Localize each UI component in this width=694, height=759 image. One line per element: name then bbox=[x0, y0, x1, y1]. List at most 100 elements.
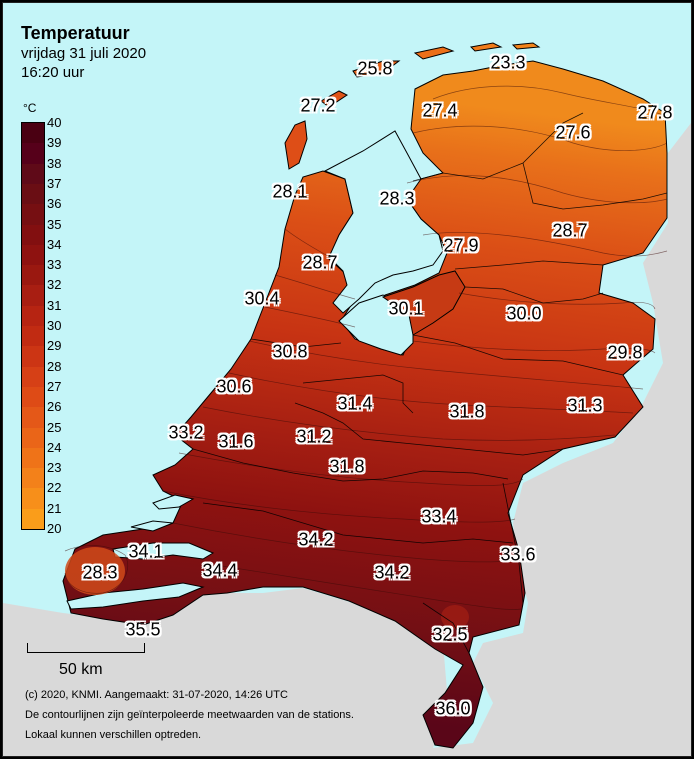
station-value-s-31-8a: 31.8 bbox=[449, 401, 485, 422]
island-texel bbox=[284, 120, 308, 170]
legend-tick-label: 33 bbox=[47, 257, 62, 273]
flevoland bbox=[381, 270, 466, 336]
station-value-s-28-1: 28.1 bbox=[272, 181, 308, 202]
legend-color-cell bbox=[22, 407, 44, 428]
scale-bar-label: 50 km bbox=[59, 661, 103, 678]
legend-color-cell bbox=[22, 265, 44, 286]
island-vlieland bbox=[320, 90, 348, 108]
legend-tick-label: 29 bbox=[47, 338, 62, 354]
station-value-s-27-2: 27.2 bbox=[300, 95, 336, 116]
station-value-s-34-2b: 34.2 bbox=[374, 562, 410, 583]
station-value-s-27-4: 27.4 bbox=[422, 100, 458, 121]
legend-tick-label: 22 bbox=[47, 480, 62, 496]
map-time: 16:20 uur bbox=[21, 64, 85, 81]
legend-tick-label: 40 bbox=[47, 115, 62, 130]
isotherm-lines bbox=[64, 85, 668, 610]
ijsselmeer bbox=[323, 130, 444, 314]
station-value-s-34-1: 34.1 bbox=[128, 541, 164, 562]
cool-spot-zeeland bbox=[65, 547, 125, 595]
legend-unit: °C bbox=[23, 101, 37, 115]
station-value-s-23-3: 23.3 bbox=[490, 52, 526, 73]
color-legend bbox=[21, 122, 45, 530]
legend-color-cell bbox=[22, 366, 44, 388]
legend-color-cell bbox=[22, 468, 44, 489]
island-rottumeroog bbox=[511, 42, 541, 50]
station-value-s-31-6: 31.6 bbox=[218, 431, 254, 452]
legend-color-cell bbox=[22, 244, 44, 266]
island-terschelling bbox=[352, 60, 401, 78]
legend-tick-label: 38 bbox=[47, 155, 62, 171]
legend-tick-label: 34 bbox=[47, 236, 62, 252]
legend-color-cell bbox=[22, 508, 44, 530]
legend-tick-label: 27 bbox=[47, 378, 62, 394]
station-value-s-30-4: 30.4 bbox=[244, 288, 280, 309]
legend-tick-label: 20 bbox=[47, 521, 62, 536]
station-value-s-31-3: 31.3 bbox=[567, 395, 603, 416]
legend-color-cell bbox=[22, 285, 44, 307]
station-value-s-34-4: 34.4 bbox=[202, 560, 238, 581]
footer-disclaimer: Lokaal kunnen verschillen optreden. bbox=[25, 729, 202, 741]
station-value-s-30-0: 30.0 bbox=[506, 303, 542, 324]
legend-color-cell bbox=[22, 427, 44, 449]
station-value-s-34-2a: 34.2 bbox=[298, 529, 334, 550]
island-ameland bbox=[413, 46, 455, 60]
station-value-s-33-6: 33.6 bbox=[500, 544, 536, 565]
station-value-s-35-5: 35.5 bbox=[125, 619, 161, 640]
map-date: vrijdag 31 juli 2020 bbox=[21, 45, 147, 62]
station-value-s-27-6: 27.6 bbox=[555, 122, 591, 143]
legend-tick-label: 21 bbox=[47, 500, 62, 516]
footer-note: De contourlijnen zijn geïnterpoleerde me… bbox=[25, 709, 354, 721]
legend-tick-label: 30 bbox=[47, 318, 62, 333]
legend-color-cell bbox=[22, 447, 44, 469]
station-value-s-28-7b: 28.7 bbox=[302, 252, 338, 273]
station-value-s-27-8: 27.8 bbox=[637, 102, 673, 123]
island-schiermonnikoog bbox=[469, 42, 503, 52]
station-value-s-28-3b: 28.3 bbox=[82, 562, 118, 583]
station-value-s-32-5: 32.5 bbox=[432, 624, 468, 645]
legend-tick-label: 39 bbox=[47, 135, 62, 151]
station-value-s-27-9: 27.9 bbox=[443, 235, 479, 256]
legend-color-cell bbox=[22, 305, 44, 327]
estuary-haringvliet bbox=[152, 494, 195, 510]
legend-color-cell bbox=[22, 163, 44, 185]
legend-tick-label: 37 bbox=[47, 175, 62, 191]
legend-tick-label: 25 bbox=[47, 419, 62, 435]
temperature-map bbox=[3, 3, 691, 756]
station-value-s-31-2: 31.2 bbox=[296, 426, 332, 447]
legend-color-cell bbox=[22, 204, 44, 225]
legend-tick-label: 35 bbox=[47, 216, 62, 232]
legend-tick-label: 24 bbox=[47, 439, 62, 455]
station-value-s-31-8b: 31.8 bbox=[329, 456, 365, 477]
footer-copyright: (c) 2020, KNMI. Aangemaakt: 31-07-2020, … bbox=[25, 689, 288, 701]
legend-tick-label: 32 bbox=[47, 277, 62, 293]
station-value-s-25-8: 25.8 bbox=[357, 58, 393, 79]
legend-color-cell bbox=[22, 386, 44, 408]
estuary-oosterschelde bbox=[112, 542, 215, 560]
station-value-s-36-0: 36.0 bbox=[435, 698, 471, 719]
legend-color-cell bbox=[22, 143, 44, 165]
legend-tick-label: 26 bbox=[47, 399, 62, 415]
station-value-s-29-8: 29.8 bbox=[607, 342, 643, 363]
map-title: Temperatuur bbox=[21, 23, 130, 43]
legend-tick-label: 36 bbox=[47, 196, 62, 212]
legend-color-cell bbox=[22, 346, 44, 368]
legend-color-cell bbox=[22, 183, 44, 205]
station-value-s-31-4: 31.4 bbox=[337, 393, 373, 414]
legend-color-cell bbox=[22, 123, 44, 144]
legend-tick-label: 28 bbox=[47, 358, 62, 374]
legend-color-cell bbox=[22, 326, 44, 347]
legend-color-cell bbox=[22, 488, 44, 510]
station-value-s-30-1: 30.1 bbox=[388, 298, 424, 319]
estuary-westerschelde bbox=[66, 582, 205, 610]
station-value-s-28-7a: 28.7 bbox=[552, 220, 588, 241]
legend-tick-label: 23 bbox=[47, 460, 62, 476]
station-value-s-33-2: 33.2 bbox=[168, 422, 204, 443]
station-value-s-30-6: 30.6 bbox=[216, 376, 252, 397]
legend-tick-label: 31 bbox=[47, 297, 62, 313]
station-value-s-33-4: 33.4 bbox=[421, 506, 457, 527]
scale-bar bbox=[27, 643, 145, 653]
land-neighbours bbox=[3, 123, 691, 756]
legend-color-cell bbox=[22, 224, 44, 246]
cool-spot-limburg bbox=[441, 605, 469, 629]
